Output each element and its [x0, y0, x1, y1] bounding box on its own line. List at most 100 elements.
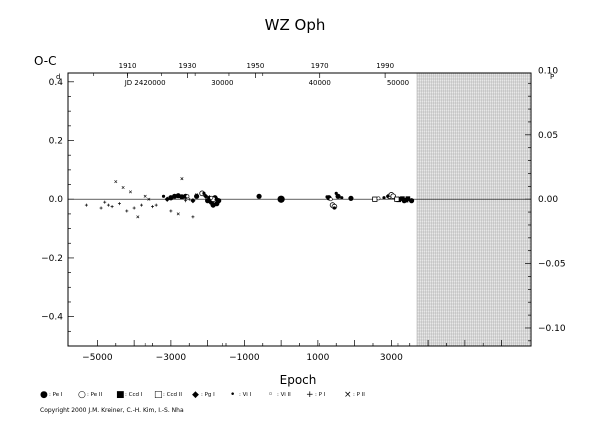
data-point: [103, 200, 107, 204]
chart-title: WZ Oph: [265, 16, 326, 34]
copyright-text: Copyright 2000 J.M. Kreiner, C.-H. Kim, …: [40, 407, 184, 414]
data-point: [114, 180, 118, 184]
legend-symbol: •: [230, 390, 235, 400]
legend-label: : Pe I: [49, 392, 63, 398]
top-year-label: 1910: [119, 62, 137, 70]
data-point: [408, 198, 415, 204]
legend-symbol: ●: [40, 390, 48, 400]
y2-axis: −0.10 −0.05 0.00 0.05 0.10: [525, 66, 566, 342]
cross-b: [176, 212, 180, 216]
data-point: [400, 196, 405, 201]
data-point: [139, 203, 143, 207]
top-year-label: 1930: [179, 62, 197, 70]
cross-b: [114, 180, 118, 184]
y2-tick-label: 0.10: [538, 66, 558, 76]
data-point: [106, 203, 110, 207]
data-point: [110, 205, 114, 209]
y-tick-label: 0.2: [49, 137, 63, 147]
data-point: [121, 185, 125, 189]
cross-b: [147, 197, 151, 201]
legend: ●: Pe I ○: Pe II ■: Ccd I □: Ccd II ◆: Pg I •…: [40, 390, 365, 400]
legend-symbol: □: [154, 390, 163, 400]
data-point: [143, 194, 147, 198]
data-point-large: [277, 195, 285, 203]
legend-label: : Ccd II: [163, 392, 182, 398]
data-point: [125, 209, 129, 213]
legend-symbol: ○: [78, 390, 86, 400]
data-point: [328, 197, 333, 202]
y-axis-unit: d: [56, 73, 60, 81]
data-point: [187, 197, 191, 201]
jd-label: 30000: [211, 79, 233, 87]
legend-symbol: ◦: [268, 390, 273, 400]
cross-b: [128, 190, 132, 194]
jd-labels: JD 2420000 30000 40000 50000: [124, 79, 409, 346]
y-tick-label: 0.0: [49, 195, 64, 205]
data-point: [382, 196, 386, 200]
data-point: [151, 205, 155, 209]
data-point: [99, 206, 103, 210]
x-tick-label: −3000: [156, 353, 187, 363]
data-point: [214, 196, 220, 202]
cross-b: [136, 215, 140, 219]
data-point: [84, 203, 88, 207]
data-point: [332, 206, 337, 210]
legend-symbol: ◆: [192, 390, 199, 400]
data-point: [169, 209, 173, 213]
data-point: [190, 198, 196, 204]
legend-label: : Pg I: [201, 392, 215, 398]
data-point: [394, 196, 400, 202]
jd-label: JD 2420000: [124, 79, 166, 87]
x-axis-label: Epoch: [280, 373, 317, 387]
data-point: [184, 199, 188, 203]
data-point: [128, 190, 132, 194]
legend-label: : Pe II: [87, 392, 102, 398]
jd-label: 40000: [309, 79, 331, 87]
legend-label: : Vi II: [277, 392, 291, 398]
top-year-axis: 1910 1930 1950 1970 1990: [93, 62, 394, 78]
x-tick-label: 3000: [380, 353, 403, 363]
top-year-label: 1970: [311, 62, 329, 70]
data-point: [147, 197, 151, 201]
data-point: [180, 177, 184, 181]
x-tick-label: −1000: [229, 353, 260, 363]
data-point: [176, 212, 180, 216]
data-point: [161, 194, 166, 198]
top-year-label: 1950: [246, 62, 264, 70]
legend-label: : Ccd I: [125, 392, 143, 398]
data-point: [195, 193, 199, 197]
future-region: [417, 73, 531, 346]
data-point: [376, 196, 381, 201]
legend-symbol: +: [306, 390, 314, 400]
legend-label: : Vi I: [239, 392, 252, 398]
legend-label: : P I: [315, 392, 326, 398]
jd-label: 50000: [387, 79, 409, 87]
data-point: [386, 194, 390, 198]
x-axis: −5000 −3000 −1000 1000 3000: [82, 340, 502, 363]
y-tick-label: −0.2: [41, 254, 63, 264]
data-points: [84, 177, 415, 219]
data-point: [405, 196, 411, 201]
data-point: [209, 195, 214, 200]
data-point: [334, 191, 338, 195]
data-point: [194, 193, 200, 199]
y2-axis-unit: P: [550, 73, 554, 81]
legend-symbol: ■: [116, 390, 125, 400]
data-point: [256, 193, 262, 199]
cross-b: [143, 194, 147, 198]
data-point: [372, 196, 378, 202]
cross-b: [195, 193, 199, 197]
data-point: [191, 215, 195, 219]
y2-tick-label: −0.05: [538, 260, 566, 270]
x-tick-label: 1000: [306, 353, 329, 363]
data-point: [154, 203, 158, 207]
future-region-hatch: [416, 72, 531, 347]
data-point: [335, 193, 341, 199]
y-axis-label: O-C: [34, 54, 57, 68]
y-axis: −0.4 −0.2 0.0 0.2 0.4: [41, 78, 74, 332]
data-point: [202, 191, 206, 195]
data-point: [348, 195, 354, 201]
top-year-label: 1990: [376, 62, 394, 70]
